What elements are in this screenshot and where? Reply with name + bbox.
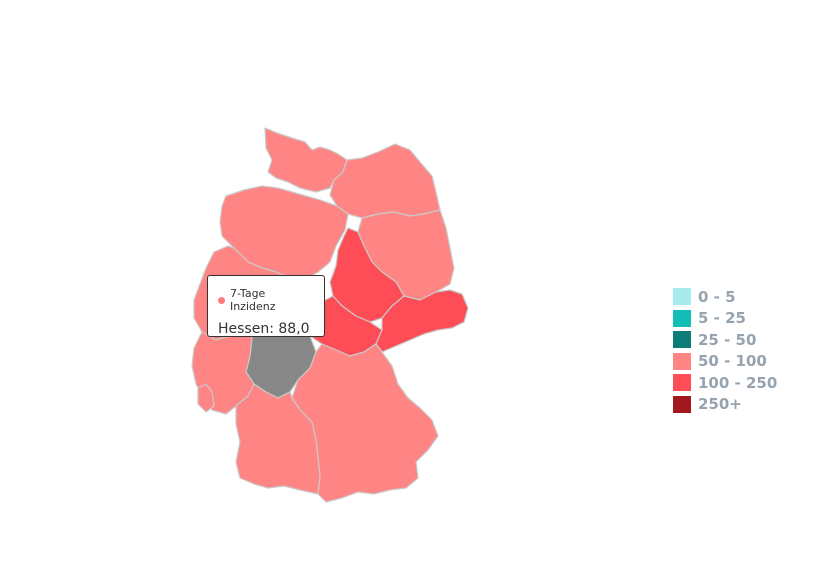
legend-label: 100 - 250	[698, 373, 778, 392]
legend-label: 50 - 100	[698, 352, 767, 371]
region-sachsen-anhalt[interactable]	[329, 227, 405, 323]
region-mecklenburg-vorpommern[interactable]	[329, 143, 441, 219]
map-tooltip: 7-Tage Inzidenz Hessen: 88,0	[207, 275, 325, 337]
legend-label: 5 - 25	[698, 309, 746, 328]
tooltip-series-row: 7-Tage Inzidenz	[218, 287, 314, 313]
region-baden-wuerttemberg[interactable]	[235, 383, 321, 495]
legend-item-5-25[interactable]: 5 - 25	[673, 308, 777, 330]
legend-item-50-100[interactable]: 50 - 100	[673, 351, 777, 373]
legend-item-100-250[interactable]: 100 - 250	[673, 372, 777, 394]
region-saarland[interactable]	[197, 383, 215, 413]
legend-swatch	[673, 288, 691, 306]
legend-swatch	[673, 395, 691, 413]
legend-swatch	[673, 352, 691, 370]
legend-label: 25 - 50	[698, 330, 757, 349]
legend-swatch	[673, 309, 691, 327]
map-legend: 0 - 5 5 - 25 25 - 50 50 - 100 100 - 250 …	[673, 286, 777, 415]
legend-swatch	[673, 374, 691, 392]
legend-label: 250+	[698, 395, 742, 414]
legend-item-25-50[interactable]: 25 - 50	[673, 329, 777, 351]
tooltip-series-name: 7-Tage Inzidenz	[229, 287, 276, 313]
legend-label: 0 - 5	[698, 287, 736, 306]
legend-item-250-plus[interactable]: 250+	[673, 394, 777, 416]
legend-item-0-5[interactable]: 0 - 5	[673, 286, 777, 308]
tooltip-value: Hessen: 88,0	[218, 321, 310, 337]
region-niedersachsen[interactable]	[219, 185, 349, 281]
legend-swatch	[673, 331, 691, 349]
tooltip-series-dot	[218, 296, 225, 304]
